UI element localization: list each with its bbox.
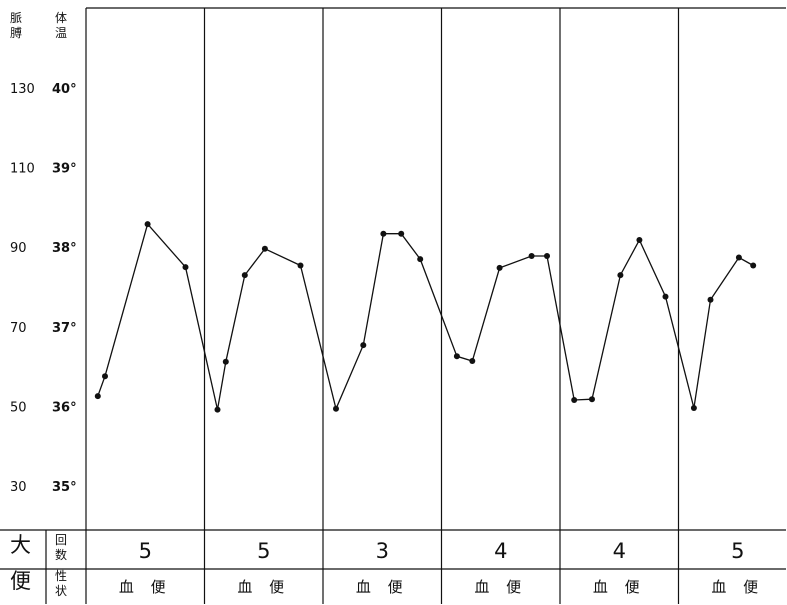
row-label-stool-2: 便 (10, 569, 31, 593)
temperature-point (214, 406, 221, 413)
temp-tick-label: 39° (52, 162, 77, 177)
temperature-point (222, 358, 229, 365)
stool-nature-cell: 血 便 (593, 578, 646, 596)
temperature-point (589, 396, 595, 403)
temperature-point (544, 253, 550, 259)
temperature-point (241, 272, 248, 279)
temperature-point (333, 405, 339, 412)
temperature-point (398, 230, 405, 237)
temperature-point (662, 293, 669, 300)
temperature-point (707, 296, 714, 303)
temperature-point (360, 342, 367, 349)
chart-frame (0, 7, 786, 604)
temp-header-char-1: 体 (55, 11, 67, 25)
temperature-point (617, 272, 624, 279)
stool-nature-cell: 血 便 (711, 578, 764, 596)
temperature-point (182, 264, 189, 271)
temperature-point (144, 221, 151, 228)
count-label-char-1: 回 (55, 533, 67, 547)
stool-nature-cell: 血 便 (237, 578, 290, 596)
temperature-line (97, 222, 754, 411)
temperature-point (94, 393, 101, 400)
count-label-char-2: 数 (55, 547, 67, 562)
pulse-tick-label: 130 (10, 82, 35, 97)
pulse-tick-label: 50 (10, 400, 27, 415)
temp-tick-label: 40° (52, 82, 77, 97)
stool-nature-cell: 血 便 (356, 578, 409, 596)
nature-label-char-2: 状 (55, 584, 67, 598)
pulse-tick-label: 110 (10, 162, 35, 177)
temperature-point (496, 264, 503, 271)
temperature-point (380, 230, 387, 237)
temp-tick-label: 37° (52, 321, 77, 336)
pulse-header-char-2: 膊 (10, 26, 22, 40)
pulse-tick-label: 30 (10, 480, 27, 495)
temperature-point (297, 262, 304, 269)
stool-count-cell: 5 (731, 539, 744, 563)
temperature-point (469, 358, 476, 364)
temperature-point (750, 262, 757, 269)
row-label-stool: 大 (10, 533, 31, 557)
temperature-point (528, 253, 535, 259)
stool-nature-cell: 血 便 (119, 578, 172, 596)
temperature-point (417, 256, 424, 263)
nature-label-char-1: 性 (55, 569, 67, 583)
axis-ticks: 130 40° 110 39° 90 38° 70 37° 50 36° 30 35° (10, 82, 77, 495)
pulse-tick-label: 90 (10, 241, 27, 256)
stool-count-cell: 4 (613, 539, 626, 563)
temp-tick-label: 36° (52, 400, 77, 415)
temperature-point (102, 373, 108, 380)
stool-table: 大 便 回 数 性 状 5 5 3 4 4 5 血 便 血 便 血 便 血 便 血 便 血 便 (10, 533, 764, 598)
stool-count-cell: 4 (494, 539, 507, 563)
temperature-point (453, 353, 460, 360)
temperature-point (636, 237, 643, 243)
temp-header-char-2: 温 (55, 26, 67, 40)
temperature-point (690, 405, 697, 411)
stool-count-cell: 3 (376, 539, 389, 563)
temperature-point (735, 254, 742, 261)
stool-count-cell: 5 (257, 539, 270, 563)
stool-count-cell: 5 (139, 539, 152, 563)
plot-area (94, 221, 757, 413)
pulse-tick-label: 70 (10, 321, 27, 336)
axis-header: 脈 膊 体 温 (10, 11, 67, 40)
temperature-point (571, 397, 578, 403)
pulse-header-char-1: 脈 (10, 11, 22, 25)
temp-tick-label: 35° (52, 480, 77, 495)
temperature-point (261, 245, 268, 252)
stool-nature-cell: 血 便 (474, 578, 527, 596)
temp-tick-label: 38° (52, 241, 77, 256)
